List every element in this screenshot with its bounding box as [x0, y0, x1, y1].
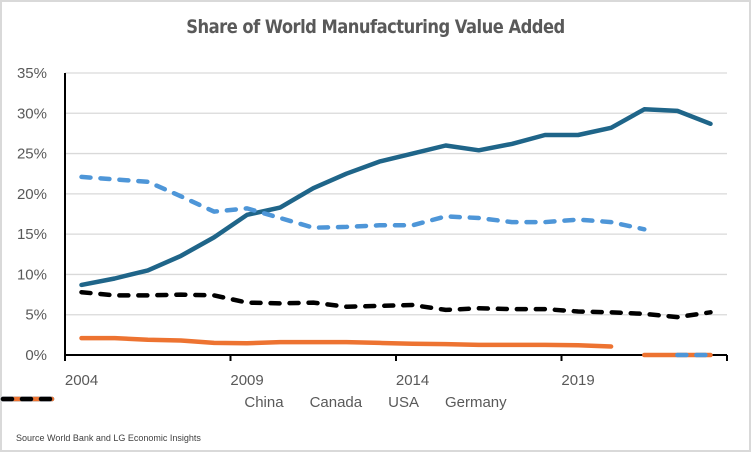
y-axis-tick-labels: 0% 5% 10% 15% 20% 25% 30% 35%: [17, 65, 47, 364]
x-tick-label: 2004: [65, 372, 98, 389]
x-tick-label: 2009: [230, 372, 263, 389]
y-tick-label: 20%: [17, 186, 47, 203]
x-axis-tick-labels: 2004 2009 2014 2019: [65, 372, 595, 389]
y-tick-label: 10%: [17, 266, 47, 283]
legend-item-china: China: [0, 394, 284, 411]
x-tick-label: 2014: [396, 372, 429, 389]
legend-label: USA: [388, 394, 419, 411]
legend-key-germany: [0, 396, 55, 402]
legend-label: Canada: [309, 394, 363, 411]
axes: [64, 73, 728, 361]
source-note: Source World Bank and LG Economic Insigh…: [16, 433, 201, 443]
legend: China Canada USA Germany: [0, 394, 751, 411]
y-tick-label: 30%: [17, 105, 47, 122]
series-line-canada: [79, 335, 614, 349]
chart-title: Share of World Manufacturing Value Added: [186, 16, 565, 38]
y-tick-label: 35%: [17, 65, 47, 82]
series-lines: [79, 107, 713, 358]
y-tick-label: 15%: [17, 226, 47, 243]
y-tick-label: 0%: [25, 347, 47, 364]
legend-label: Germany: [444, 394, 507, 411]
y-tick-label: 25%: [17, 146, 47, 163]
x-tick-label: 2019: [561, 372, 594, 389]
legend-item-usa: USA: [0, 394, 419, 411]
y-tick-label: 5%: [25, 307, 47, 324]
series-line-usa: [79, 174, 647, 232]
series-line-china: [79, 107, 713, 288]
series-line-germany: [79, 289, 713, 320]
legend-label: China: [244, 394, 284, 411]
legend-item-canada: Canada: [0, 394, 363, 411]
gridlines: [65, 72, 727, 316]
legend-item-germany: Germany: [0, 394, 507, 411]
